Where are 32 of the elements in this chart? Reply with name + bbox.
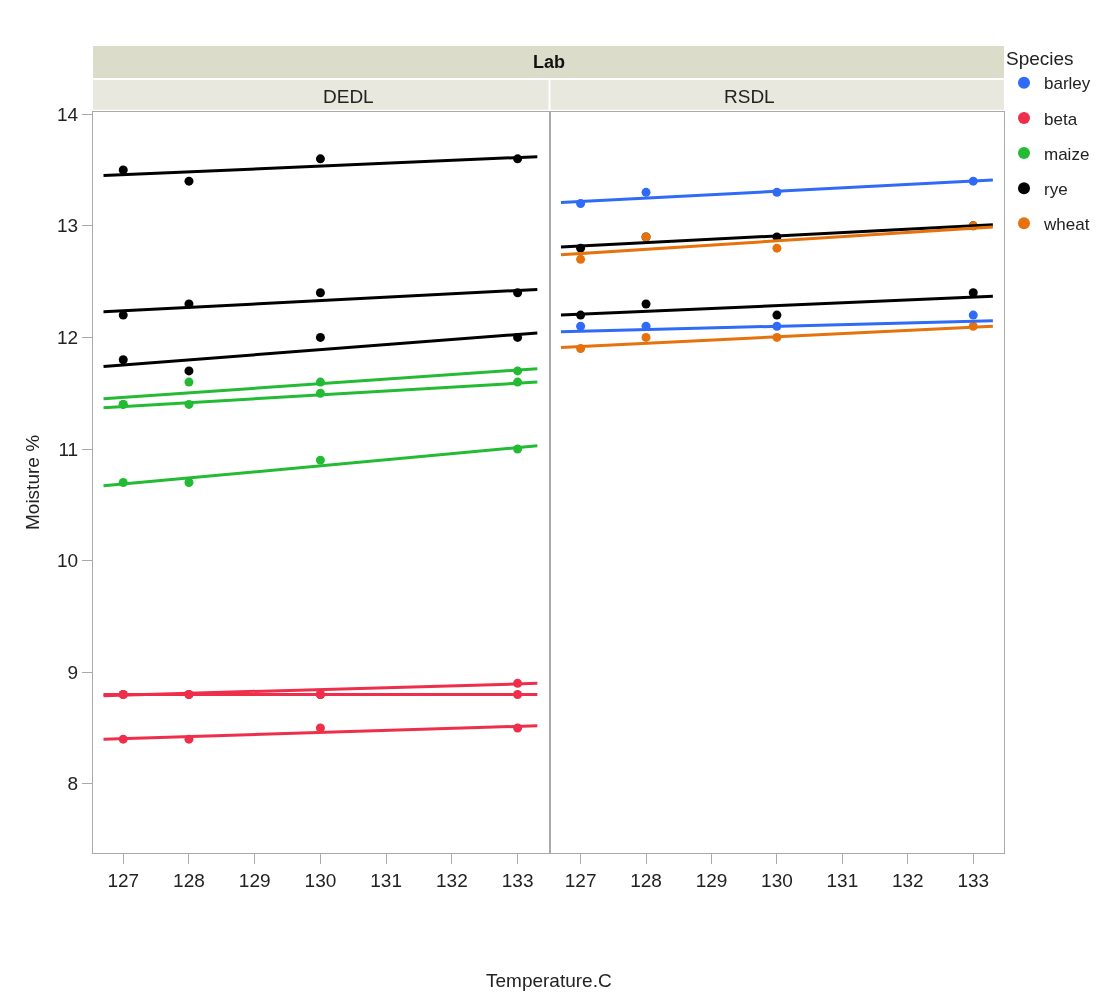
x-tick-label: 131	[826, 869, 859, 891]
legend-label: barley	[1044, 74, 1091, 94]
x-tick-label: 128	[630, 869, 662, 891]
y-tick-label: 13	[57, 215, 79, 237]
x-tick-label: 127	[564, 869, 597, 891]
chart-title: RSDL	[724, 86, 775, 107]
y-axis-title: Moisture %	[21, 434, 43, 531]
y-tick-label: 10	[57, 550, 79, 572]
x-tick-label: 132	[436, 869, 468, 891]
x-tick-label: 127	[107, 869, 140, 891]
x-axis-title: Temperature.C	[486, 970, 612, 991]
legend-label: beta	[1044, 109, 1078, 129]
x-tick-label: 128	[173, 869, 205, 891]
y-tick-label: 14	[57, 103, 79, 125]
x-tick-label: 132	[891, 869, 924, 891]
legend-label: wheat	[1043, 214, 1090, 234]
y-tick-label: 12	[57, 327, 79, 349]
y-tick-label: 9	[67, 661, 79, 683]
x-tick-label: 129	[238, 869, 271, 891]
x-tick-label: 133	[501, 869, 534, 891]
x-tick-label: 133	[957, 869, 990, 891]
x-tick-label: 131	[370, 869, 402, 891]
y-tick-label: 8	[67, 773, 79, 795]
x-tick-label: 129	[695, 869, 728, 891]
x-tick-label: 130	[761, 869, 793, 891]
text: Lab	[533, 52, 566, 72]
chart-title: DEDL	[323, 86, 374, 107]
legend-title: Species	[1006, 48, 1074, 70]
legend-label: rye	[1044, 179, 1068, 199]
legend-label: maize	[1044, 144, 1090, 164]
x-tick-label: 130	[304, 869, 337, 891]
y-tick-label: 11	[58, 438, 79, 460]
